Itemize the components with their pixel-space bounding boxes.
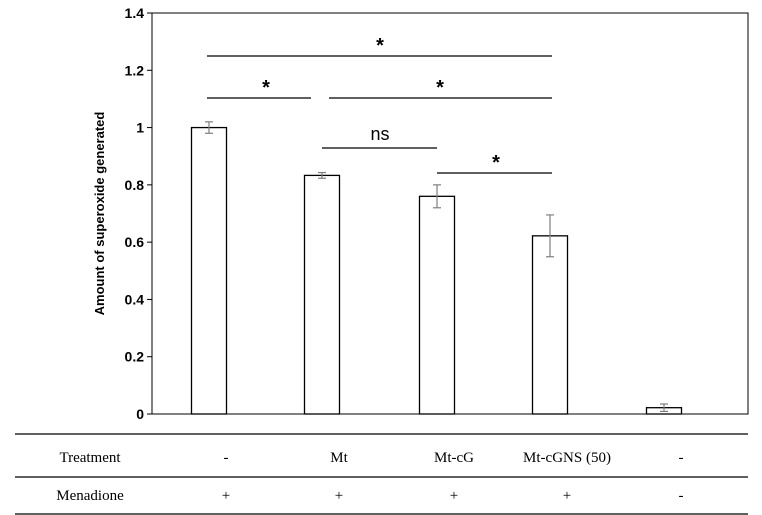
- treatment-table: Treatment - Mt Mt-cG Mt-cGNS (50) - Menadione +…: [15, 433, 748, 515]
- significance-label: *: [262, 77, 270, 99]
- table-cell: Mt-cGNS (50): [523, 450, 611, 466]
- table-cell: +: [335, 488, 343, 504]
- y-tick-label: 0: [136, 406, 144, 422]
- significance-label: *: [436, 77, 444, 99]
- significance-label: ns: [370, 124, 389, 144]
- table-cell: -: [679, 450, 684, 466]
- table-cell: -: [679, 488, 684, 504]
- table-cell: +: [222, 488, 230, 504]
- table-cell: +: [450, 488, 458, 504]
- table-row-label: Menadione: [56, 488, 124, 504]
- y-tick-label: 1: [136, 120, 144, 136]
- y-tick-label: 0.6: [125, 234, 145, 250]
- y-tick-label: 0.8: [125, 177, 145, 193]
- table-row-label: Treatment: [59, 450, 121, 466]
- y-tick-label: 1.4: [125, 5, 145, 21]
- table-cell: Mt-cG: [434, 450, 474, 466]
- significance-label: *: [376, 35, 384, 57]
- table-cell: Mt: [330, 450, 348, 466]
- significance-label: *: [492, 152, 500, 174]
- bar: [190, 126, 228, 415]
- y-axis-label: Amount of superoxide generated: [92, 112, 107, 316]
- y-tick-label: 0.4: [125, 291, 145, 307]
- bar: [303, 174, 341, 415]
- bar: [531, 235, 569, 415]
- bar: [418, 195, 456, 415]
- table-cell: -: [224, 450, 229, 466]
- table-cell: +: [563, 488, 571, 504]
- y-tick-label: 1.2: [125, 62, 145, 78]
- plot-area: 0 0.2 0.4 0.6 0.8 1 1.2 1.4 Amount of superoxide…: [92, 5, 749, 422]
- y-tick-label: 0.2: [125, 349, 145, 365]
